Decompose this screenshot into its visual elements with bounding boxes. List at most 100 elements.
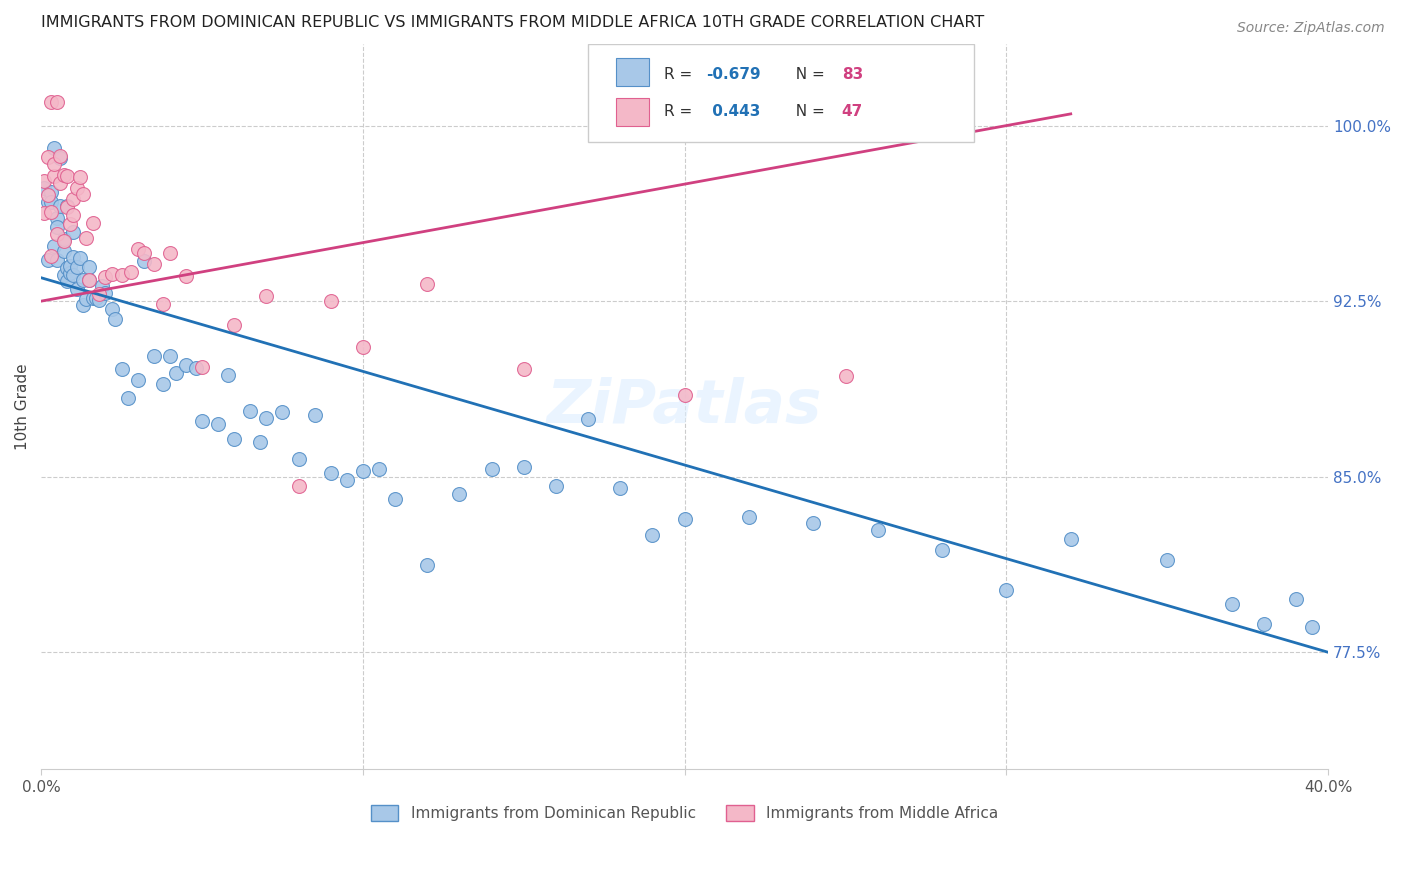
Point	[46, 211, 69, 225]
Point	[69, 169, 91, 184]
Point	[72, 298, 94, 312]
Text: ZiPatlas: ZiPatlas	[547, 377, 823, 436]
Point	[94, 270, 117, 285]
Point	[34, 206, 56, 220]
Point	[56, 260, 79, 275]
Point	[62, 193, 84, 207]
Point	[1301, 620, 1323, 634]
Point	[79, 273, 101, 287]
Point	[249, 434, 271, 449]
Point	[271, 405, 294, 419]
Point	[39, 185, 62, 199]
Point	[174, 268, 197, 283]
Point	[368, 461, 391, 475]
Point	[65, 260, 87, 274]
Point	[117, 391, 139, 405]
Point	[384, 491, 406, 506]
Point	[1220, 597, 1243, 611]
Point	[207, 417, 229, 431]
Point	[352, 465, 374, 479]
Point	[127, 242, 149, 256]
Point	[72, 273, 94, 287]
Text: R =: R =	[664, 67, 697, 82]
Point	[69, 251, 91, 265]
Point	[82, 291, 104, 305]
Point	[352, 340, 374, 354]
Point	[52, 244, 75, 259]
Point	[65, 282, 87, 296]
Point	[159, 349, 181, 363]
Point	[37, 194, 59, 209]
Legend: Immigrants from Dominican Republic, Immigrants from Middle Africa: Immigrants from Dominican Republic, Immi…	[364, 798, 1004, 827]
Point	[1285, 592, 1308, 607]
Y-axis label: 10th Grade: 10th Grade	[15, 363, 30, 450]
Point	[801, 516, 824, 530]
Point	[37, 187, 59, 202]
Point	[165, 366, 187, 380]
Point	[34, 174, 56, 188]
Point	[513, 459, 536, 474]
Point	[62, 250, 84, 264]
Point	[191, 360, 214, 375]
Point	[738, 510, 761, 524]
Point	[56, 169, 79, 183]
Point	[481, 461, 503, 475]
Point	[87, 293, 110, 307]
Text: 83: 83	[842, 67, 863, 82]
Point	[37, 150, 59, 164]
Point	[75, 231, 97, 245]
Point	[142, 349, 165, 363]
Point	[42, 140, 65, 154]
Point	[42, 169, 65, 184]
Point	[34, 181, 56, 195]
Point	[416, 277, 439, 291]
Point	[49, 198, 72, 212]
Point	[110, 362, 132, 376]
Point	[39, 205, 62, 219]
Point	[75, 292, 97, 306]
Point	[866, 523, 889, 537]
Point	[576, 412, 599, 426]
Point	[94, 286, 117, 301]
Point	[110, 268, 132, 283]
Text: Source: ZipAtlas.com: Source: ZipAtlas.com	[1237, 21, 1385, 35]
Point	[39, 249, 62, 263]
Point	[37, 252, 59, 267]
Text: IMMIGRANTS FROM DOMINICAN REPUBLIC VS IMMIGRANTS FROM MIDDLE AFRICA 10TH GRADE C: IMMIGRANTS FROM DOMINICAN REPUBLIC VS IM…	[41, 15, 984, 30]
Point	[104, 311, 127, 326]
Point	[127, 373, 149, 387]
Point	[101, 301, 124, 316]
Point	[132, 246, 155, 260]
Point	[120, 265, 142, 279]
FancyBboxPatch shape	[616, 58, 648, 86]
Point	[82, 216, 104, 230]
Point	[79, 272, 101, 286]
Point	[101, 267, 124, 281]
Text: N =: N =	[786, 103, 830, 119]
Point	[49, 176, 72, 190]
Point	[59, 259, 82, 273]
Point	[449, 487, 471, 501]
Point	[142, 256, 165, 270]
Point	[39, 95, 62, 110]
Point	[39, 194, 62, 209]
Point	[46, 219, 69, 234]
FancyBboxPatch shape	[616, 98, 648, 126]
Point	[42, 157, 65, 171]
Point	[191, 413, 214, 427]
Point	[513, 362, 536, 376]
Point	[416, 558, 439, 572]
Point	[72, 187, 94, 202]
Point	[49, 151, 72, 165]
Point	[91, 278, 114, 293]
Point	[1156, 553, 1178, 567]
Point	[52, 169, 75, 183]
Point	[319, 294, 342, 309]
Point	[254, 289, 277, 303]
Point	[834, 369, 856, 384]
Point	[673, 512, 696, 526]
Point	[46, 95, 69, 110]
Point	[56, 199, 79, 213]
Point	[319, 467, 342, 481]
Point	[62, 268, 84, 282]
